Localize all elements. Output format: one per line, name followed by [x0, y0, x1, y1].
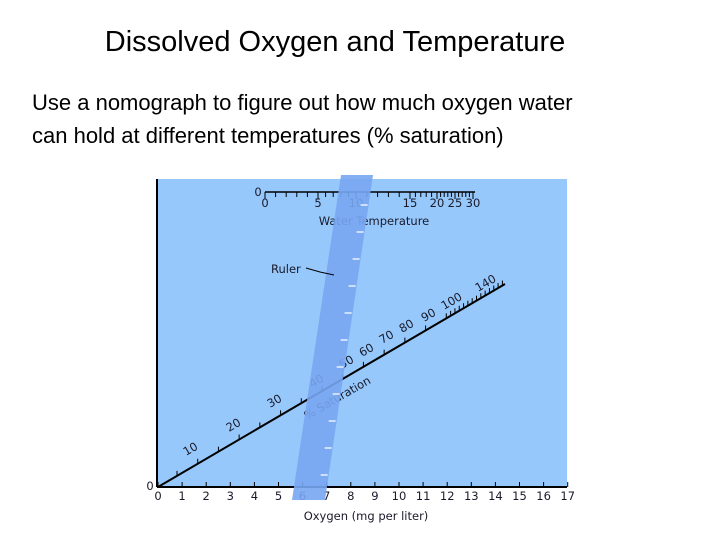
slide-body-text: Use a nomograph to figure out how much o… — [32, 86, 720, 152]
oxygen-tick-label: 4 — [251, 489, 258, 503]
oxygen-tick-label: 5 — [275, 489, 282, 503]
body-line-1: Use a nomograph to figure out how much o… — [32, 90, 573, 115]
oxygen-axis-title: Oxygen (mg per liter) — [304, 509, 429, 523]
oxygen-tick-label: 8 — [347, 489, 354, 503]
temperature-tick-label: 25 — [448, 196, 463, 210]
oxygen-tick-label: 15 — [512, 489, 527, 503]
oxygen-tick-label: 3 — [227, 489, 234, 503]
oxygen-tick-label: 9 — [371, 489, 378, 503]
temperature-zero-label: 0 — [254, 185, 261, 199]
body-line-2: can hold at different temperatures (% sa… — [32, 123, 504, 148]
temperature-tick-label: 0 — [261, 196, 268, 210]
oxygen-tick-label: 13 — [464, 489, 479, 503]
oxygen-tick-label: 12 — [440, 489, 455, 503]
temperature-tick-label: 30 — [466, 196, 481, 210]
saturation-tick-label: 10 — [181, 439, 201, 458]
oxygen-tick-label: 1 — [178, 489, 185, 503]
ruler-label-pointer — [305, 267, 335, 276]
oxygen-tick-label: 17 — [560, 489, 575, 503]
ruler[interactable] — [292, 175, 373, 500]
ruler-label: Ruler — [271, 262, 301, 276]
temperature-tick-label: 5 — [314, 196, 321, 210]
ruler-ticks — [320, 204, 368, 476]
oxygen-origin-label: 0 — [146, 479, 153, 493]
saturation-tick-label: 80 — [397, 316, 417, 335]
slide-title: Dissolved Oxygen and Temperature — [104, 26, 566, 58]
oxygen-scale: 01234567891011121314151617 — [154, 482, 575, 503]
oxygen-tick-label: 0 — [154, 489, 161, 503]
oxygen-tick-label: 16 — [536, 489, 551, 503]
temperature-tick-label: 15 — [403, 196, 418, 210]
oxygen-tick-label: 14 — [488, 489, 503, 503]
saturation-tick-label: 70 — [377, 327, 397, 346]
oxygen-tick-label: 10 — [392, 489, 407, 503]
saturation-tick-label: 60 — [357, 340, 377, 359]
saturation-tick-label: 30 — [265, 391, 285, 410]
oxygen-tick-label: 11 — [416, 489, 431, 503]
saturation-tick-label: 90 — [419, 305, 439, 324]
temperature-tick-label: 20 — [430, 196, 445, 210]
oxygen-tick-label: 2 — [203, 489, 210, 503]
oxygen-tick-label: 7 — [323, 489, 330, 503]
saturation-tick-label: 20 — [224, 415, 244, 434]
